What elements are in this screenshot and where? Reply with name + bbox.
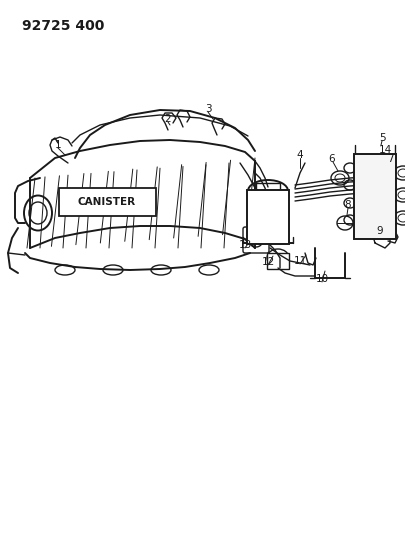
Text: 6: 6 xyxy=(329,154,335,164)
FancyBboxPatch shape xyxy=(247,190,289,244)
Text: 13: 13 xyxy=(239,240,252,250)
Text: 14: 14 xyxy=(378,145,392,155)
Text: 3: 3 xyxy=(205,104,211,114)
Text: 8: 8 xyxy=(345,200,351,210)
Text: CANISTER: CANISTER xyxy=(78,197,136,207)
Text: 10: 10 xyxy=(315,274,328,284)
Text: 9: 9 xyxy=(377,226,383,236)
Text: 92725 400: 92725 400 xyxy=(22,19,104,33)
Text: 7: 7 xyxy=(387,154,393,164)
Text: 2: 2 xyxy=(165,114,171,124)
FancyBboxPatch shape xyxy=(354,154,396,239)
Text: 4: 4 xyxy=(297,150,303,160)
FancyBboxPatch shape xyxy=(243,227,269,253)
FancyBboxPatch shape xyxy=(267,253,289,269)
Text: 1: 1 xyxy=(55,140,61,150)
Text: 12: 12 xyxy=(261,257,275,267)
FancyBboxPatch shape xyxy=(59,188,156,216)
Text: 11: 11 xyxy=(293,256,307,266)
Text: 5: 5 xyxy=(379,133,385,143)
